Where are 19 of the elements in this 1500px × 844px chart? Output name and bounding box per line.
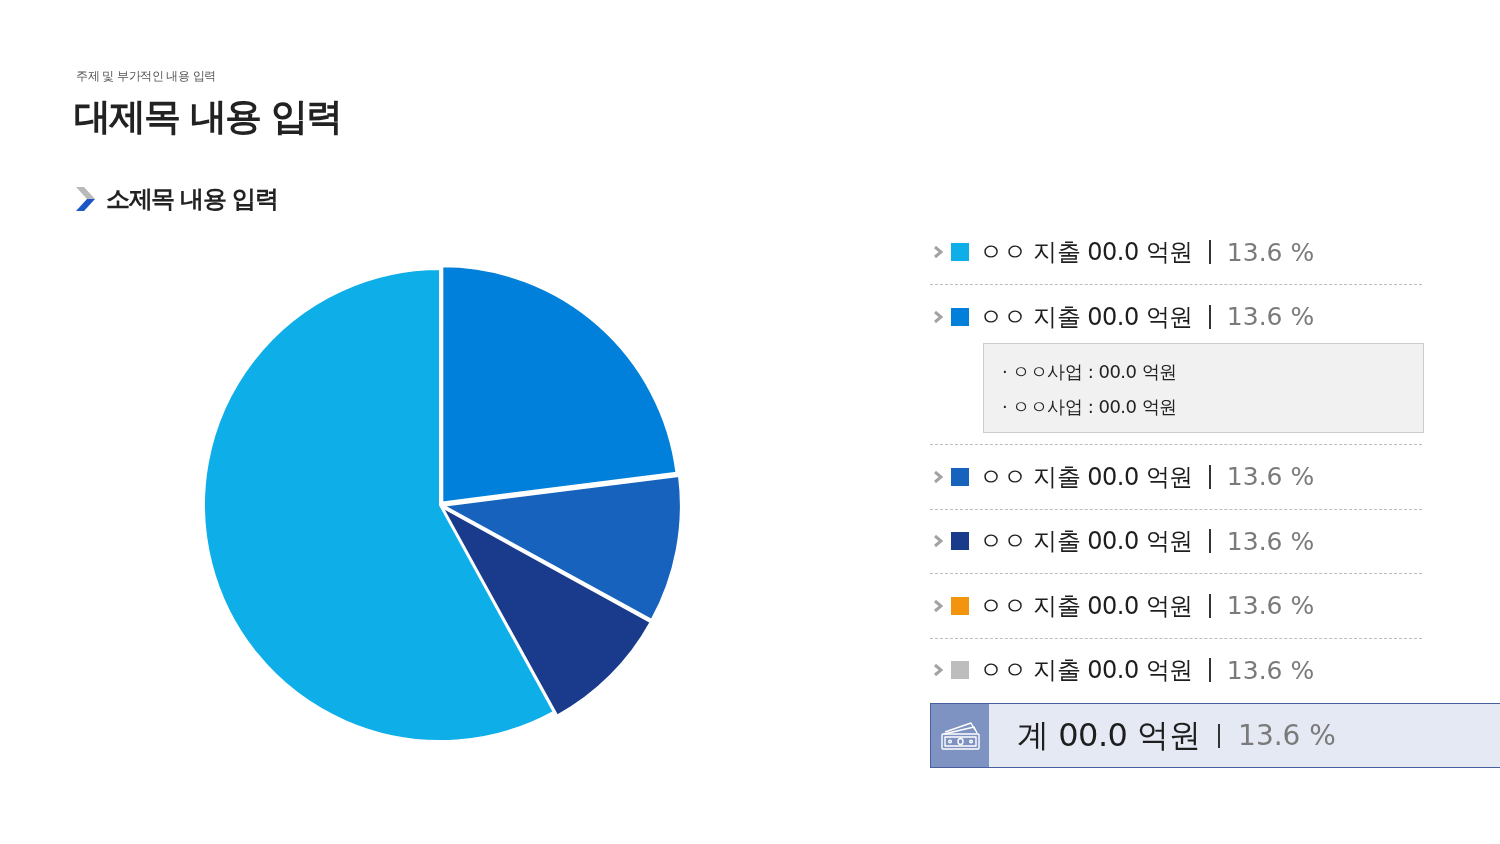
- text: · ㅇㅇ사업 : 00.0 억원: [1002, 395, 1177, 419]
- text: 13.6 %: [1226, 237, 1315, 267]
- text: 계 00.0 억원: [1017, 714, 1201, 756]
- legend-label: ㅇㅇ 지출 00.0 억원: [979, 237, 1193, 268]
- text: 13.6 %: [1226, 302, 1315, 331]
- chart-title: 대제목 내용 입력: [74, 94, 341, 140]
- legend-label: ㅇㅇ 지출 00.0 억원: [979, 301, 1193, 333]
- legend-label: ㅇㅇ 지출 00.0 억원: [979, 526, 1193, 557]
- text: 13.6 %: [1238, 719, 1336, 752]
- text: 주제 및 부가적인 내용 입력: [76, 68, 216, 85]
- chart-subtitle: 소제목 내용 입력: [106, 184, 278, 215]
- text: · ㅇㅇ사업 : 00.0 억원: [1002, 360, 1177, 384]
- text: 13.6 %: [1226, 591, 1315, 620]
- text: 13.6 %: [1226, 526, 1315, 556]
- text: 13.6 %: [1226, 462, 1315, 491]
- text: 13.6 %: [1226, 655, 1315, 685]
- legend-label: ㅇㅇ 지출 00.0 억원: [979, 655, 1193, 686]
- legend-label: ㅇㅇ 지출 00.0 억원: [979, 461, 1193, 493]
- legend-label: ㅇㅇ 지출 00.0 억원: [979, 590, 1193, 622]
